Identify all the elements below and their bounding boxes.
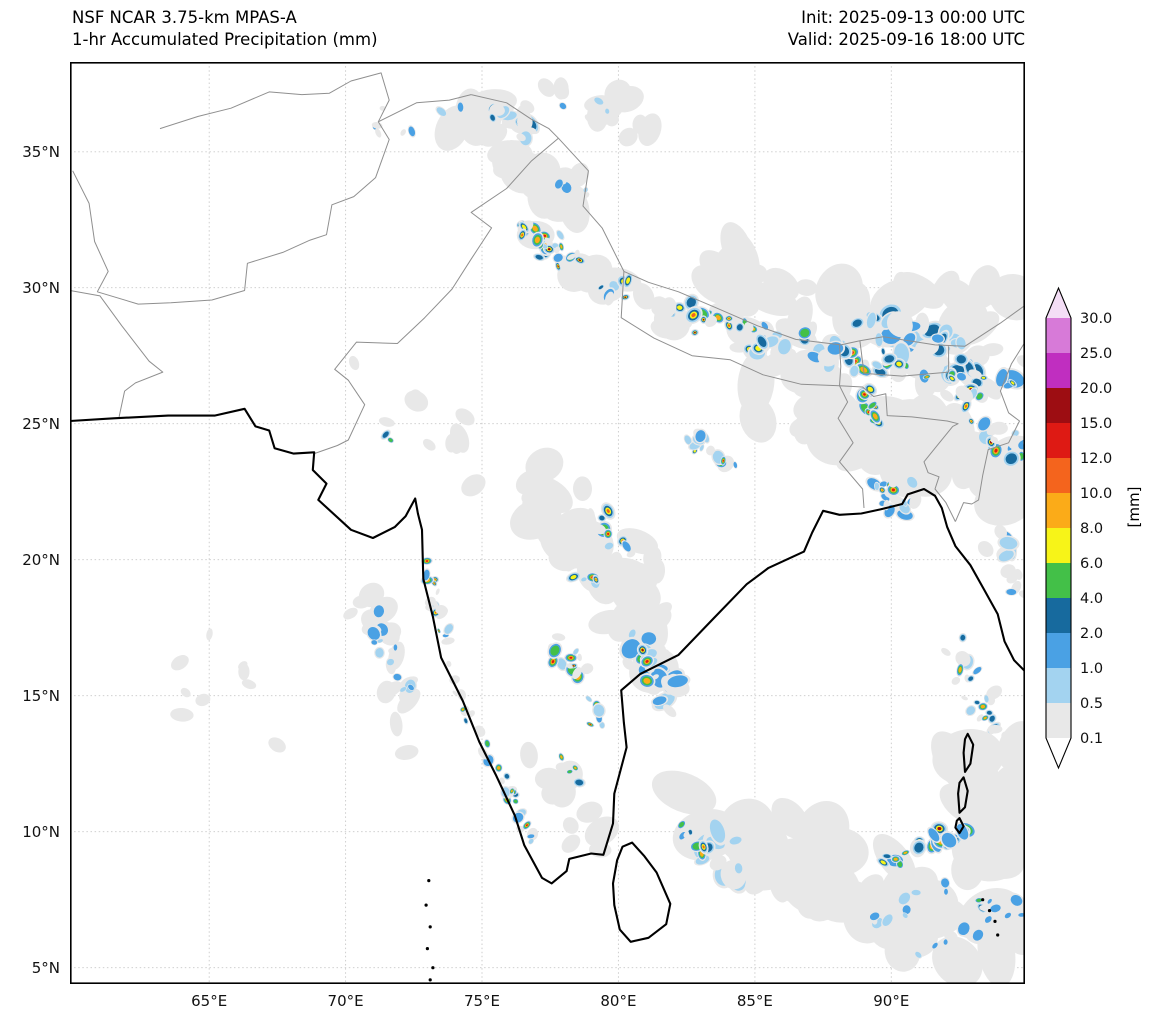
colorbar-outline [1045, 286, 1072, 770]
colorbar-below-arrow [1046, 738, 1071, 768]
colorbar-band [1046, 388, 1071, 423]
model-name: NSF NCAR 3.75-km MPAS-A [72, 8, 297, 27]
colorbar-tick-label: 2.0 [1080, 626, 1103, 642]
colorbar-band [1046, 318, 1071, 353]
colorbar-tick-label: 1.0 [1080, 661, 1103, 677]
colorbar: 0.1 0.5 1.0 2.0 4.0 6.0 8.0 10.0 12.0 15.0 20.0 25.… [1045, 286, 1112, 770]
colorbar-tick-label: 20.0 [1080, 381, 1112, 397]
colorbar-band [1046, 528, 1071, 563]
colorbar-band [1046, 458, 1071, 493]
colorbar-tick-label: 15.0 [1080, 416, 1112, 432]
colorbar-tick-label: 0.5 [1080, 696, 1103, 712]
colorbar-band [1046, 633, 1071, 668]
colorbar-band [1046, 353, 1071, 388]
colorbar-tick-label: 10.0 [1080, 486, 1112, 502]
x-tick-label: 90°E [873, 992, 910, 1010]
colorbar-band [1046, 563, 1071, 598]
y-tick-label: 20°N [22, 550, 60, 569]
colorbar-tick-label: 8.0 [1080, 521, 1103, 537]
x-tick-label: 75°E [463, 992, 501, 1010]
x-tick-label: 70°E [327, 992, 364, 1010]
valid-time: Valid: 2025-09-16 18:00 UTC [787, 30, 1025, 49]
colorbar-unit-label: [mm] [1125, 486, 1143, 528]
colorbar-above-arrow [1046, 288, 1071, 318]
colorbar-tick-label: 25.0 [1080, 346, 1112, 362]
colorbar-band [1046, 703, 1071, 738]
y-tick-label: 30°N [22, 278, 60, 297]
precipitation-layer [170, 77, 1025, 984]
colorbar-tick-label: 12.0 [1080, 451, 1112, 467]
init-time: Init: 2025-09-13 00:00 UTC [801, 8, 1025, 27]
y-tick-label: 15°N [22, 686, 60, 705]
map-layers [70, 62, 1025, 984]
y-tick-label: 5°N [31, 958, 60, 977]
plot-frame [70, 62, 1025, 984]
colorbar-band [1046, 668, 1071, 703]
x-tick-label: 65°E [191, 992, 228, 1010]
colorbar-tick-label: 6.0 [1080, 556, 1103, 572]
colorbar-band [1046, 423, 1071, 458]
y-tick-label: 25°N [22, 414, 60, 433]
product-name: 1-hr Accumulated Precipitation (mm) [72, 30, 378, 49]
colorbar-tick-label: 30.0 [1080, 311, 1112, 327]
colorbar-tick-label: 4.0 [1080, 591, 1103, 607]
coastlines [70, 407, 1025, 982]
map-plot [70, 62, 1025, 984]
colorbar-band [1046, 598, 1071, 633]
y-tick-label: 10°N [22, 822, 60, 841]
y-tick-label: 35°N [22, 142, 60, 161]
colorbar-band [1046, 493, 1071, 528]
plot-title-block: NSF NCAR 3.75-km MPAS-A 1-hr Accumulated… [72, 7, 378, 51]
x-tick-label: 80°E [600, 992, 637, 1010]
run-info-block: Init: 2025-09-13 00:00 UTC Valid: 2025-0… [788, 7, 1025, 51]
country-borders [70, 72, 1025, 522]
x-tick-label: 85°E [736, 992, 773, 1010]
colorbar-tick-label: 0.1 [1080, 731, 1103, 747]
